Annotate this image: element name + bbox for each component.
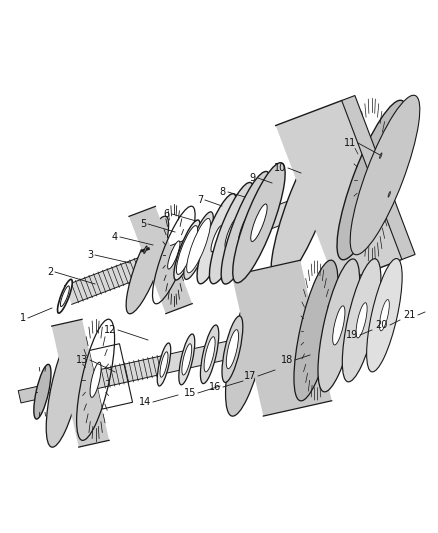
Ellipse shape xyxy=(182,344,192,375)
Ellipse shape xyxy=(184,212,213,279)
Text: 4: 4 xyxy=(112,232,118,242)
Ellipse shape xyxy=(226,329,239,369)
Text: 13: 13 xyxy=(76,355,88,365)
Ellipse shape xyxy=(337,100,406,260)
Ellipse shape xyxy=(34,365,51,419)
Ellipse shape xyxy=(379,300,389,331)
Ellipse shape xyxy=(222,316,243,382)
Text: 19: 19 xyxy=(346,330,358,340)
Polygon shape xyxy=(94,320,325,389)
Ellipse shape xyxy=(209,182,254,284)
Ellipse shape xyxy=(144,246,147,254)
Ellipse shape xyxy=(46,326,84,447)
Ellipse shape xyxy=(126,216,169,314)
Ellipse shape xyxy=(160,352,168,377)
Ellipse shape xyxy=(211,225,223,252)
Ellipse shape xyxy=(177,225,198,274)
Ellipse shape xyxy=(187,219,210,273)
Text: 12: 12 xyxy=(104,325,116,335)
Ellipse shape xyxy=(225,218,238,248)
Ellipse shape xyxy=(221,172,270,284)
Text: 16: 16 xyxy=(209,382,221,392)
Polygon shape xyxy=(129,206,192,313)
Text: 15: 15 xyxy=(184,388,196,398)
Polygon shape xyxy=(342,95,415,260)
Polygon shape xyxy=(65,181,349,304)
Polygon shape xyxy=(276,101,402,285)
Ellipse shape xyxy=(343,259,381,382)
Ellipse shape xyxy=(350,95,420,255)
Text: 1: 1 xyxy=(20,313,26,323)
Ellipse shape xyxy=(197,193,237,284)
Ellipse shape xyxy=(174,220,200,280)
Text: 5: 5 xyxy=(140,219,146,229)
Ellipse shape xyxy=(238,211,253,245)
Ellipse shape xyxy=(57,279,72,313)
Ellipse shape xyxy=(201,325,219,384)
Ellipse shape xyxy=(294,260,338,401)
Polygon shape xyxy=(18,385,44,403)
Text: 14: 14 xyxy=(139,397,151,407)
Ellipse shape xyxy=(271,125,341,285)
Text: 8: 8 xyxy=(220,187,226,197)
Text: 7: 7 xyxy=(197,195,203,205)
Text: 18: 18 xyxy=(281,355,293,365)
Ellipse shape xyxy=(157,343,171,386)
Text: 21: 21 xyxy=(404,310,416,320)
Ellipse shape xyxy=(226,276,270,416)
Text: 11: 11 xyxy=(344,138,356,148)
Polygon shape xyxy=(232,260,332,416)
Ellipse shape xyxy=(367,259,402,372)
Text: 3: 3 xyxy=(87,250,93,260)
Ellipse shape xyxy=(251,204,267,241)
Ellipse shape xyxy=(233,163,285,283)
Ellipse shape xyxy=(356,303,367,338)
Text: 10: 10 xyxy=(274,163,286,173)
Ellipse shape xyxy=(388,191,391,197)
Text: 6: 6 xyxy=(164,209,170,219)
Ellipse shape xyxy=(179,334,195,385)
Ellipse shape xyxy=(90,362,101,398)
Ellipse shape xyxy=(168,241,180,269)
Text: 17: 17 xyxy=(244,371,256,381)
Ellipse shape xyxy=(204,337,215,372)
Text: 20: 20 xyxy=(376,320,388,330)
Polygon shape xyxy=(52,319,109,447)
Text: 2: 2 xyxy=(47,267,53,277)
Text: 9: 9 xyxy=(250,173,256,183)
Ellipse shape xyxy=(60,286,69,306)
Ellipse shape xyxy=(333,306,345,345)
Ellipse shape xyxy=(379,153,382,158)
Ellipse shape xyxy=(318,259,360,392)
